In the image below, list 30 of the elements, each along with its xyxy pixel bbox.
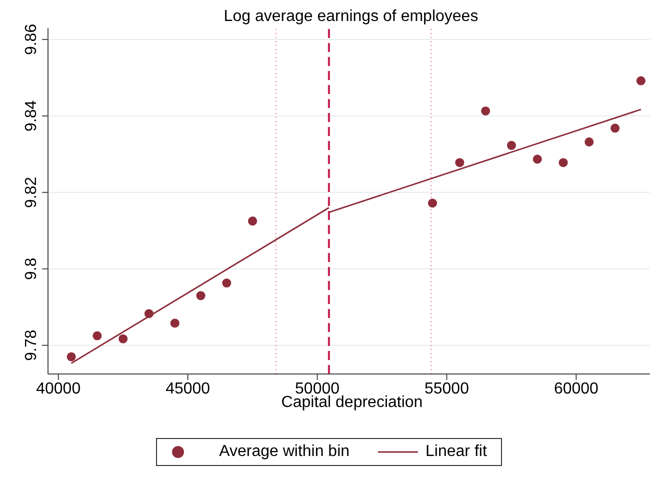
point <box>222 278 232 288</box>
x-axis-title: Capital depreciation <box>281 394 423 411</box>
legend-label: Average within bin <box>218 443 350 461</box>
point <box>584 137 594 146</box>
point <box>248 216 258 226</box>
point <box>636 76 646 86</box>
point <box>92 331 102 340</box>
x-tick-label: 45000 <box>166 380 210 398</box>
point <box>144 309 154 318</box>
y-tick-label: 9.78 <box>23 330 40 361</box>
point <box>558 158 568 168</box>
x-tick-label: 55000 <box>424 380 470 398</box>
point <box>118 334 128 344</box>
x-tick-label: 40000 <box>36 380 81 398</box>
chart-title: Log average earnings of employees <box>224 8 478 25</box>
point <box>610 124 620 133</box>
y-tick-label: 9.86 <box>23 24 40 56</box>
point <box>66 352 76 362</box>
point <box>455 158 464 168</box>
y-tick-label: 9.8 <box>23 258 40 280</box>
point <box>481 106 490 116</box>
point <box>196 291 206 300</box>
y-tick-label: 9.84 <box>23 100 40 132</box>
point <box>506 140 516 150</box>
point <box>170 318 180 328</box>
point <box>532 154 542 164</box>
y-tick-label: 9.82 <box>23 176 40 208</box>
point <box>428 198 438 208</box>
x-tick-label: 60000 <box>554 380 599 398</box>
legend-label: Linear fit <box>424 443 487 461</box>
